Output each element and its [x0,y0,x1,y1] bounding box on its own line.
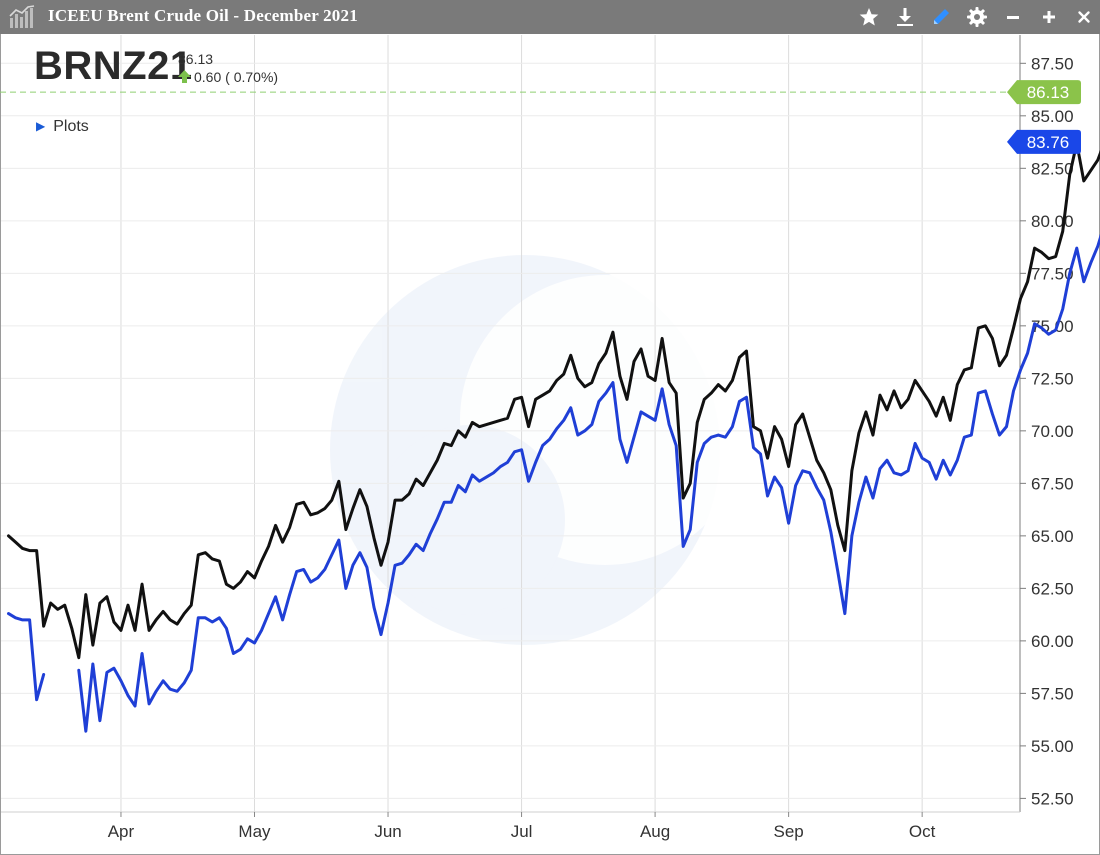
x-tick-label: Apr [108,822,135,841]
end-label-text: 83.76 [1027,133,1070,152]
price-change: 0.60 ( 0.70%) [178,69,278,86]
vertical-gridlines [120,35,923,812]
y-tick-label: 87.50 [1031,54,1074,73]
x-tick-label: Sep [773,822,803,841]
y-tick-label: 80.00 [1031,212,1074,231]
y-tick-label: 62.50 [1031,579,1074,598]
chart-app-icon [8,4,36,30]
expand-triangle-icon: ▶ [36,119,46,133]
x-axis-ticks: Apr May Jun Jul Aug Sep Oct [108,812,936,841]
end-label-tag [1007,129,1081,154]
end-label-tag [1007,80,1081,105]
up-arrow-icon [178,70,191,86]
window-title: ICEEU Brent Crude Oil - December 2021 [48,6,358,25]
gear-icon[interactable] [966,6,988,28]
series-line [7,233,1100,733]
x-tick-label: Oct [909,822,936,841]
plots-label: Plots [53,118,89,135]
minimize-icon[interactable] [1002,6,1024,28]
pen-icon[interactable] [930,6,952,28]
y-tick-label: 67.50 [1031,474,1074,493]
y-tick-label: 72.50 [1031,369,1074,388]
x-tick-label: Jun [374,822,401,841]
change-percent: ( 0.70%) [225,69,279,85]
window-titlebar: ICEEU Brent Crude Oil - December 2021 [0,0,1100,34]
y-tick-label: 52.50 [1031,789,1074,808]
x-tick-label: Jul [511,822,533,841]
y-tick-label: 60.00 [1031,632,1074,651]
change-value: 0.60 [194,69,222,85]
y-tick-label: 70.00 [1031,422,1074,441]
y-tick-label: 85.00 [1031,107,1074,126]
last-price: 86.13 [178,51,214,67]
end-label-text: 86.13 [1027,83,1070,102]
end-price-labels: 86.13 83.76 [1007,80,1081,154]
close-icon[interactable] [1073,6,1095,28]
watermark-logo [330,255,750,645]
y-tick-label: 57.50 [1031,684,1074,703]
y-tick-label: 55.00 [1031,737,1074,756]
y-axis-ticks: 87.50 85.00 82.50 80.00 77.50 75.00 72.50 70.00… [1020,54,1074,808]
plots-toggle[interactable]: ▶ Plots [36,118,89,136]
end-price-label: 83.76 [1007,129,1081,154]
y-tick-label: 75.00 [1031,317,1074,336]
x-tick-label: Aug [640,822,670,841]
star-icon[interactable] [858,6,880,28]
horizontal-gridlines [1,62,1020,799]
y-tick-label: 82.50 [1031,159,1074,178]
download-icon[interactable] [894,6,916,28]
maximize-icon[interactable] [1038,6,1060,28]
end-price-label: 86.13 [1007,80,1081,105]
symbol-ticker: BRNZ21 [34,44,193,88]
x-tick-label: May [238,822,271,841]
y-tick-label: 77.50 [1031,264,1074,283]
series-layer [7,141,1100,733]
series-line [7,141,1100,660]
y-tick-label: 65.00 [1031,527,1074,546]
